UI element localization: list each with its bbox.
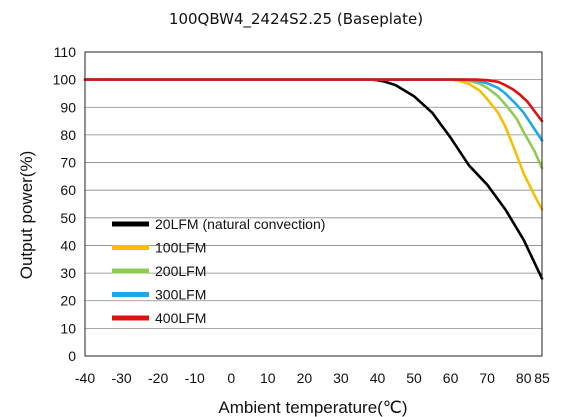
y-tick-label: 10 xyxy=(60,320,76,336)
series-line-400lfm xyxy=(83,78,544,123)
x-tick-label: 85 xyxy=(534,370,550,386)
series-lines xyxy=(83,78,544,280)
legend-label: 300LFM xyxy=(155,287,206,303)
x-tick-label: 0 xyxy=(227,370,235,386)
series-line-200lfm xyxy=(83,78,544,170)
legend-label: 200LFM xyxy=(155,263,206,279)
x-tick-label: 10 xyxy=(260,370,276,386)
y-tick-labels: 0 10 20 30 40 50 60 70 80 90 100 110 xyxy=(53,44,77,364)
x-tick-labels: -40 -30 -20 -10 0 10 20 30 40 50 60 70 80 85 xyxy=(75,370,550,386)
legend: 20LFM (natural convection) 100LFM 200LFM 30… xyxy=(112,216,325,326)
x-tick-label: 60 xyxy=(443,370,459,386)
y-tick-label: 40 xyxy=(60,237,76,253)
y-tick-label: 110 xyxy=(54,44,77,60)
x-tick-label: 30 xyxy=(333,370,349,386)
legend-label: 20LFM (natural convection) xyxy=(155,216,325,232)
y-tick-label: 20 xyxy=(60,293,76,309)
x-tick-label: 40 xyxy=(370,370,386,386)
y-tick-label: 60 xyxy=(60,182,76,198)
x-tick-label: 20 xyxy=(297,370,313,386)
series-line-20lfm xyxy=(83,78,544,280)
y-tick-label: 70 xyxy=(60,155,76,171)
gridlines xyxy=(85,51,542,357)
y-tick-label: 80 xyxy=(60,127,76,143)
y-tick-label: 0 xyxy=(68,348,76,364)
x-tick-label: -20 xyxy=(148,370,168,386)
x-tick-label: 70 xyxy=(479,370,495,386)
series-line-300lfm xyxy=(83,78,544,142)
legend-label: 100LFM xyxy=(155,240,206,256)
x-tick-label: 80 xyxy=(516,370,532,386)
y-tick-label: 50 xyxy=(60,210,76,226)
y-tick-label: 100 xyxy=(53,72,77,88)
x-axis-title: Ambient temperature(℃) xyxy=(218,398,407,417)
x-tick-label: 50 xyxy=(406,370,422,386)
chart-title: 100QBW4_2424S2.25 (Baseplate) xyxy=(169,10,423,29)
plot-area-frame xyxy=(84,51,543,357)
legend-label: 400LFM xyxy=(155,310,206,326)
x-tick-label: -10 xyxy=(185,370,205,386)
x-tick-label: -40 xyxy=(75,370,95,386)
y-tick-label: 90 xyxy=(60,99,76,115)
y-tick-label: 30 xyxy=(60,265,76,281)
y-axis-title: Output power(%) xyxy=(17,151,36,280)
x-tick-label: -30 xyxy=(111,370,131,386)
